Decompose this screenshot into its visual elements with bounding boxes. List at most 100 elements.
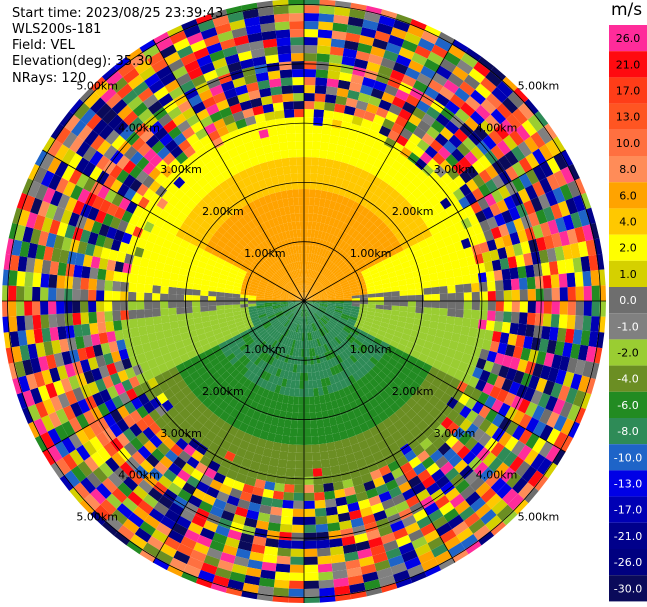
velocity-bin (310, 173, 318, 182)
velocity-bin (295, 221, 301, 230)
velocity-bin (148, 180, 162, 193)
velocity-bin (479, 219, 491, 233)
velocity-bin (8, 285, 17, 301)
velocity-bin (405, 204, 416, 216)
velocity-bin (321, 353, 327, 362)
velocity-bin (304, 340, 307, 349)
velocity-bin (289, 21, 304, 30)
velocity-bin (304, 295, 310, 301)
velocity-bin (326, 322, 334, 330)
velocity-bin (351, 252, 360, 261)
velocity-bin (333, 326, 342, 334)
velocity-bin (551, 232, 563, 248)
velocity-bin (280, 267, 287, 276)
velocity-bin (245, 360, 254, 370)
velocity-bin (312, 322, 318, 331)
velocity-bin (304, 301, 307, 309)
velocity-bin (403, 215, 415, 226)
velocity-bin (394, 182, 406, 194)
velocity-bin (307, 229, 312, 238)
velocity-bin (110, 179, 123, 193)
velocity-bin (311, 303, 320, 306)
velocity-bin (294, 278, 299, 287)
velocity-bin (326, 441, 336, 452)
velocity-bin (366, 348, 376, 357)
velocity-bin (288, 321, 294, 330)
velocity-bin (337, 274, 346, 281)
velocity-bin (216, 309, 225, 315)
velocity-bin (48, 219, 61, 235)
velocity-bin (326, 359, 334, 369)
velocity-bin (304, 356, 308, 365)
velocity-bin (425, 482, 441, 496)
velocity-bin (342, 288, 351, 293)
velocity-bin (464, 470, 480, 486)
velocity-bin (277, 282, 285, 288)
velocity-bin (511, 409, 525, 425)
velocity-bin (353, 323, 363, 331)
velocity-bin (298, 324, 302, 333)
velocity-bin (304, 173, 311, 182)
velocity-bin (59, 249, 70, 264)
velocity-bin (452, 188, 466, 201)
velocity-bin (104, 290, 113, 301)
velocity-bin (251, 410, 261, 421)
velocity-bin (372, 319, 382, 326)
velocity-bin (62, 405, 76, 421)
velocity-bin (279, 223, 286, 233)
velocity-bin (304, 293, 307, 301)
velocity-bin (297, 316, 301, 325)
velocity-bin (265, 54, 279, 64)
velocity-bin (250, 331, 259, 339)
velocity-bin (220, 248, 231, 257)
velocity-bin (230, 330, 240, 338)
colorbar-swatch (609, 260, 647, 287)
velocity-bin (251, 278, 261, 284)
velocity-bin (293, 109, 304, 118)
velocity-bin (401, 366, 412, 377)
velocity-bin (80, 289, 89, 301)
velocity-bin (209, 110, 223, 123)
velocity-bin (105, 129, 120, 145)
velocity-bin (79, 87, 95, 103)
velocity-bin (501, 354, 513, 368)
velocity-bin (318, 345, 325, 355)
velocity-bin (273, 252, 280, 261)
velocity-bin (414, 233, 426, 243)
velocity-bin (264, 290, 274, 295)
velocity-bin (256, 305, 265, 309)
velocity-bin (203, 554, 220, 568)
velocity-bin (378, 357, 389, 367)
velocity-bin (148, 167, 162, 181)
velocity-bin (407, 289, 416, 296)
velocity-bin (248, 201, 257, 211)
velocity-bin (374, 197, 385, 208)
velocity-bin (184, 248, 195, 258)
velocity-bin (306, 316, 309, 325)
velocity-bin (332, 245, 339, 255)
velocity-bin (166, 564, 184, 577)
colorbar-swatch (609, 234, 647, 261)
velocity-bin (30, 228, 42, 245)
velocity-bin (288, 149, 297, 158)
velocity-bin (332, 255, 340, 264)
velocity-bin (139, 128, 155, 143)
velocity-bin (89, 267, 99, 280)
velocity-bin (292, 516, 304, 525)
velocity-bin (195, 146, 209, 159)
velocity-bin (180, 158, 194, 171)
velocity-bin (305, 308, 308, 317)
velocity-bin (323, 249, 330, 259)
velocity-bin (219, 235, 230, 245)
velocity-bin (487, 290, 496, 301)
velocity-bin (411, 391, 423, 403)
velocity-bin (290, 213, 296, 222)
velocity-bin (328, 200, 337, 210)
velocity-bin (449, 377, 461, 389)
velocity-bin (234, 429, 246, 440)
velocity-bin (538, 144, 554, 161)
velocity-bin (280, 305, 289, 309)
velocity-bin (465, 47, 482, 62)
velocity-bin (30, 357, 42, 374)
velocity-bin (30, 387, 43, 405)
